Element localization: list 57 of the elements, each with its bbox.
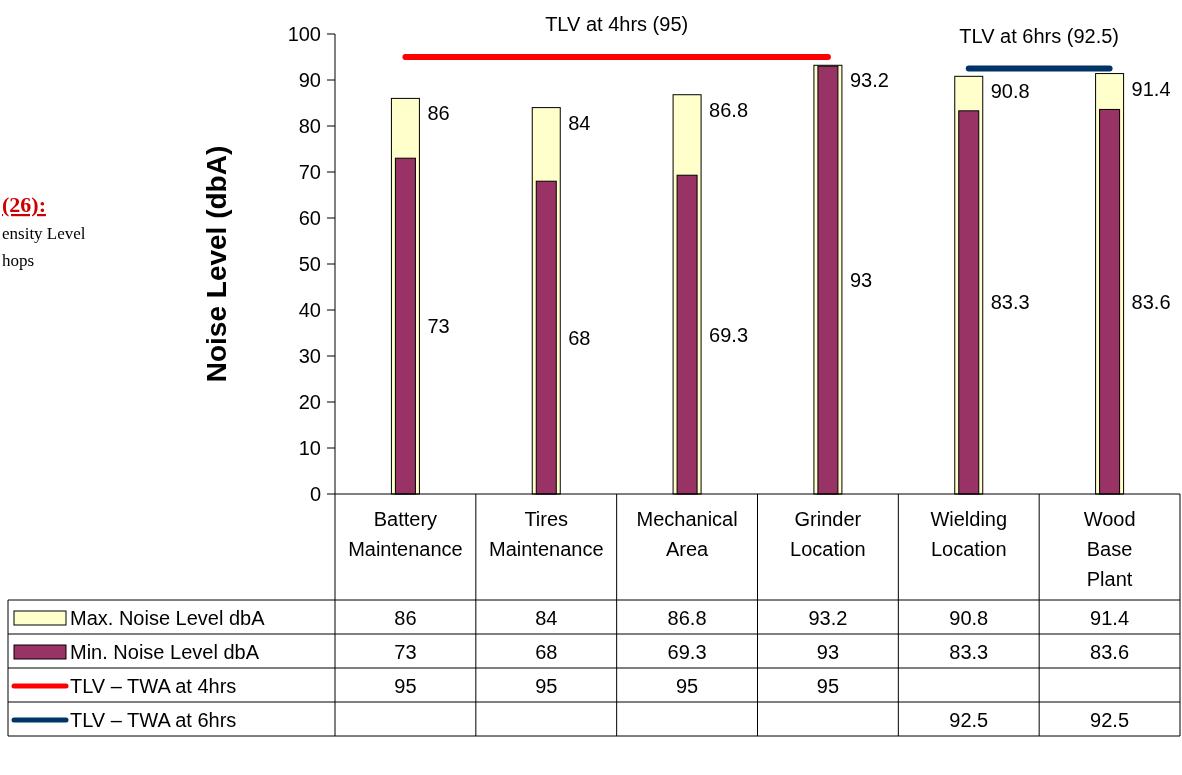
annotation: 83.3 xyxy=(990,291,1030,314)
data-label: 93 xyxy=(816,641,840,663)
x-tick-label: Grinder Location xyxy=(790,508,866,560)
y-tick-label: 60 xyxy=(298,207,321,229)
y-tick-label: 90 xyxy=(298,69,321,91)
annotation: TLV at 6hrs (92.5) xyxy=(959,24,1120,47)
x-tick-label: Mechanical Area xyxy=(636,508,738,560)
annotation: 93 xyxy=(849,269,873,292)
data-label: 92.5 xyxy=(1090,709,1130,731)
y-tick-label: 70 xyxy=(298,161,321,183)
data-label: 95 xyxy=(675,675,699,697)
data-label: 95 xyxy=(394,675,417,697)
text: hops xyxy=(2,251,35,270)
data-label: 92.5 xyxy=(949,709,989,731)
legend-label: TLV – TWA at 4hrs xyxy=(70,675,237,697)
data-label: 83.3 xyxy=(949,641,989,663)
data-label: 93.2 xyxy=(808,607,848,629)
legend-label: Min. Noise Level dbA xyxy=(70,641,260,663)
x-tick-label: Tires Maintenance xyxy=(488,508,604,560)
data-label: 86 xyxy=(394,607,417,629)
x-tick-label: Wielding Location xyxy=(930,508,1008,560)
data-label: 95 xyxy=(535,675,558,697)
data-label: 90.8 xyxy=(949,607,989,629)
y-tick-label: 80 xyxy=(298,115,321,137)
y-tick-label: 20 xyxy=(298,391,321,413)
y-tick-label: 40 xyxy=(298,299,321,321)
data-label: 68 xyxy=(535,641,558,663)
x-tick-label: Battery Maintenance xyxy=(348,508,463,560)
annotation: 86.8 xyxy=(709,98,749,121)
annotation: 91.4 xyxy=(1131,77,1171,100)
annotation: 83.6 xyxy=(1131,290,1171,313)
annotation: 86 xyxy=(427,102,450,125)
annotation: TLV at 4hrs (95) xyxy=(545,13,689,35)
x-tick-label: Wood Base Plant xyxy=(1083,508,1136,590)
annotation: 68 xyxy=(568,326,591,349)
data-label: 83.6 xyxy=(1090,641,1130,663)
y-tick-label: 10 xyxy=(298,437,321,459)
text: ensity Level xyxy=(2,224,86,243)
legend-label: Max. Noise Level dbA xyxy=(70,607,266,629)
data-label: 86.8 xyxy=(667,607,707,629)
y-tick-label: 30 xyxy=(298,345,321,367)
y-tick-label: 50 xyxy=(298,253,321,275)
data-label: 84 xyxy=(535,607,558,629)
text: (26): xyxy=(2,192,46,217)
y-axis-title: Noise Level (dbA) xyxy=(201,145,232,383)
annotation: 73 xyxy=(427,315,450,338)
data-label: 69.3 xyxy=(667,641,707,663)
annotation: 93.2 xyxy=(849,69,889,92)
legend-label: TLV – TWA at 6hrs xyxy=(70,709,237,731)
data-label: 73 xyxy=(394,641,417,663)
y-tick-label: 100 xyxy=(287,23,321,45)
annotation: 90.8 xyxy=(990,80,1030,103)
annotation: 84 xyxy=(568,111,591,134)
data-label: 95 xyxy=(816,675,840,697)
y-tick-label: 0 xyxy=(309,483,321,505)
annotation: 69.3 xyxy=(709,323,749,346)
data-label: 91.4 xyxy=(1090,607,1130,629)
